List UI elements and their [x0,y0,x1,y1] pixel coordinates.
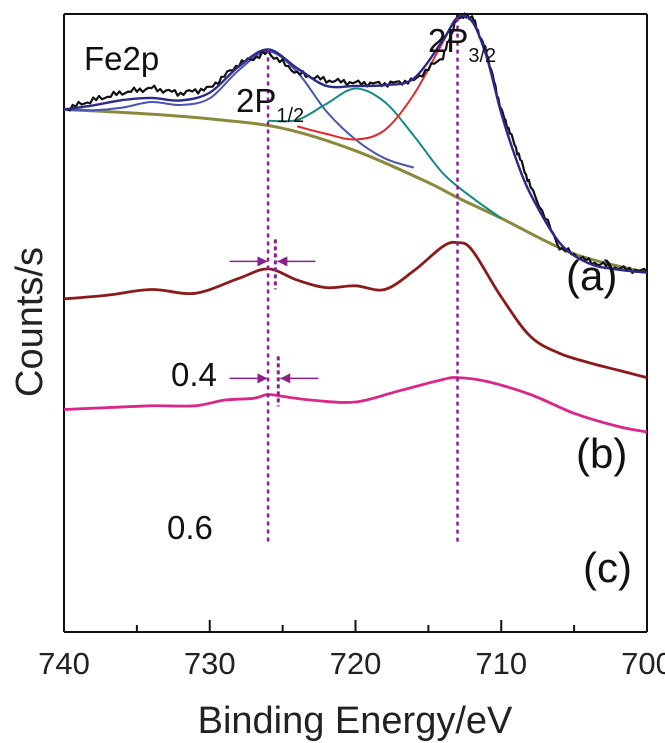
shift-arrow-left-head [257,373,268,384]
shift-arrow-right [277,256,316,267]
peak-label-2p12-sub: 1/2 [276,105,304,127]
peak-label-2p32: 2P3/2 [428,22,496,67]
shift-arrow-left-head [257,256,268,267]
x-tick-label: 720 [330,646,382,681]
peak-label-2p12: 2P1/2 [236,82,304,127]
peak-label-2p32-sub: 3/2 [468,45,496,67]
curve-b-line [63,240,648,379]
raw-line [63,12,648,275]
curve-label-c: (c) [583,544,632,591]
peak-label-2p12-main: 2P [236,82,276,119]
shift-arrow-left [229,373,268,384]
envelope-line [63,14,648,274]
x-tick-label: 700 [621,646,665,681]
panel-label: Fe2p [84,40,159,77]
x-tick-label: 710 [475,646,527,681]
x-tick-label: 740 [38,646,90,681]
curve-label-b: (b) [576,430,627,477]
satellite-component-line [267,87,502,220]
shift-arrow-right-head [277,256,288,267]
shift-arrow-right [280,373,319,384]
shift-label-0-6: 0.6 [167,509,213,546]
plot-layer: 740 730 720 710 700 [38,12,665,681]
shift-arrow-right-head [280,373,291,384]
peak-label-2p32-main: 2P [428,22,468,59]
y-axis-title: Counts/s [9,247,51,397]
shift-label-0-4: 0.4 [171,356,217,393]
shift-arrow-left [229,256,268,267]
x-tick-label: 730 [184,646,236,681]
background-line [63,108,648,275]
curve-c-line [63,376,648,434]
curve-label-a: (a) [566,252,617,299]
x-axis-title: Binding Energy/eV [198,700,513,742]
